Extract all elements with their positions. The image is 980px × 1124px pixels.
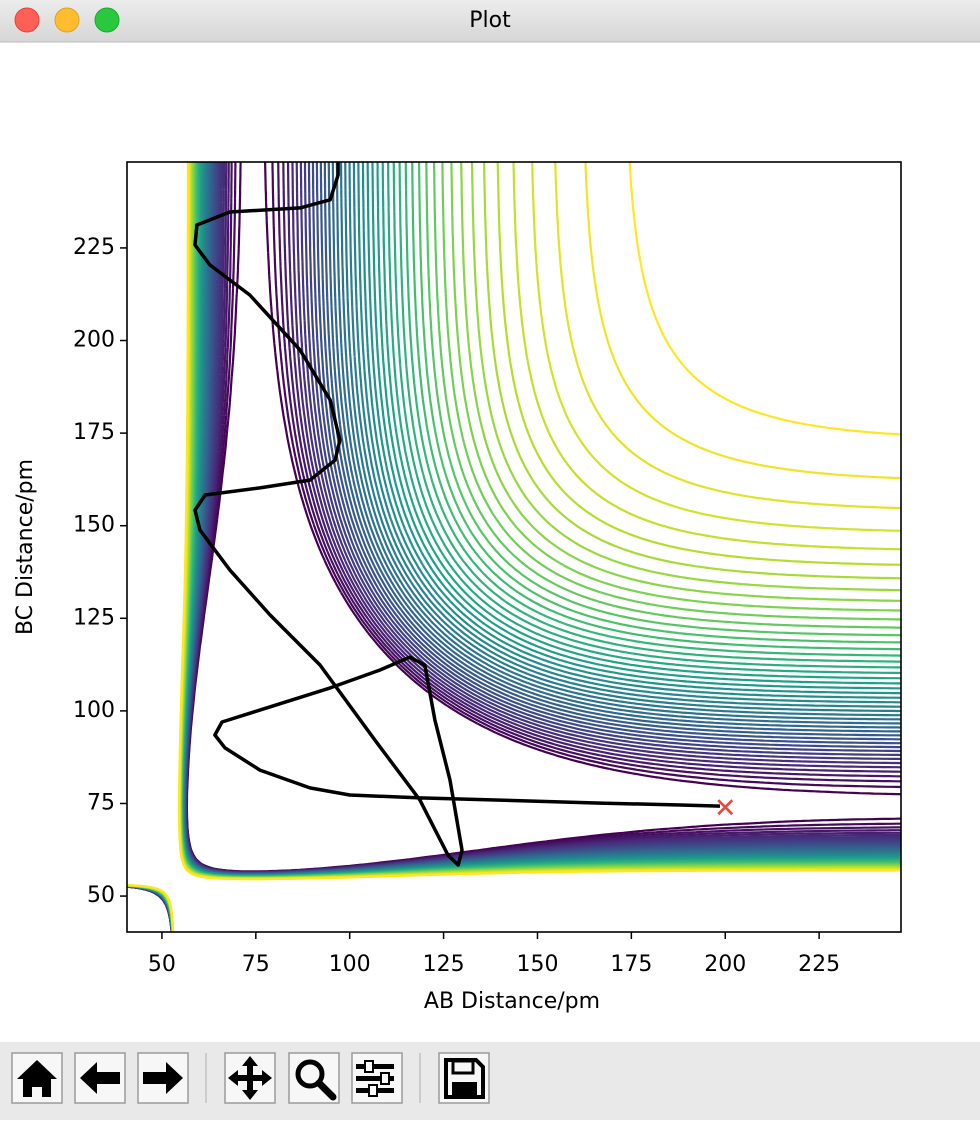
contour-line xyxy=(127,162,901,932)
x-tick-label: 50 xyxy=(148,952,176,977)
contour-line xyxy=(127,162,901,932)
y-tick-label: 125 xyxy=(73,605,115,630)
minimize-button[interactable] xyxy=(54,7,80,33)
x-tick-label: 150 xyxy=(516,952,558,977)
save-icon-plate xyxy=(452,1082,477,1095)
contour-line xyxy=(127,162,901,932)
contour-line xyxy=(127,162,901,932)
contour-line xyxy=(127,162,901,932)
slider-knob xyxy=(364,1060,374,1073)
contour-line xyxy=(127,162,901,932)
contour-line xyxy=(127,162,901,932)
y-tick-label: 100 xyxy=(73,698,115,723)
configure-icon xyxy=(356,1064,394,1093)
contour-line xyxy=(127,162,901,932)
window-title: Plot xyxy=(469,8,511,33)
contour-line xyxy=(127,162,901,932)
contour-line xyxy=(127,162,901,932)
contour-line xyxy=(127,162,901,932)
y-tick-label: 175 xyxy=(73,420,115,445)
contour-line xyxy=(127,162,901,932)
end-point-marker xyxy=(717,799,734,816)
contour-line xyxy=(127,162,901,932)
title-bar xyxy=(0,0,980,42)
zoom-button[interactable] xyxy=(94,7,120,33)
x-tick-label: 175 xyxy=(610,952,652,977)
contour-line xyxy=(127,162,901,932)
contour-line xyxy=(127,162,901,932)
contour-line xyxy=(127,162,901,932)
contour-line xyxy=(127,162,901,932)
contour-line xyxy=(127,162,901,932)
x-tick-label: 125 xyxy=(423,952,465,977)
contour-line xyxy=(127,162,901,932)
contour-line xyxy=(127,162,901,932)
contour-line xyxy=(127,162,901,932)
slider-knob xyxy=(368,1084,378,1097)
contour-line xyxy=(127,162,901,932)
home-icon xyxy=(17,1060,57,1097)
plot-frame xyxy=(126,161,902,933)
contour-line xyxy=(127,162,901,932)
x-tick-label: 100 xyxy=(329,952,371,977)
forward-icon xyxy=(143,1062,183,1094)
y-tick-label: 75 xyxy=(87,790,115,815)
contour-line xyxy=(127,162,901,932)
close-button[interactable] xyxy=(14,7,40,33)
contour-line xyxy=(127,162,901,932)
contour-line xyxy=(127,162,901,932)
trajectory-line xyxy=(193,162,721,867)
save-icon-label xyxy=(451,1059,475,1075)
x-tick-label: 225 xyxy=(798,952,840,977)
contour-line xyxy=(127,162,901,932)
x-axis-label: AB Distance/pm xyxy=(424,989,600,1014)
x-tick-label: 200 xyxy=(704,952,746,977)
contour-line xyxy=(127,162,901,932)
y-tick-label: 50 xyxy=(87,883,115,908)
contour-line xyxy=(127,162,901,932)
contour-line xyxy=(127,162,901,932)
contour-line xyxy=(127,162,901,932)
slider-knob xyxy=(380,1072,390,1085)
contour-line xyxy=(127,162,901,932)
back-icon xyxy=(80,1062,120,1094)
contour-line xyxy=(127,162,901,932)
contour-line xyxy=(127,162,901,932)
zoom-icon-handle xyxy=(315,1079,337,1101)
y-tick-label: 150 xyxy=(73,513,115,538)
contour-line xyxy=(127,162,901,932)
contour-line xyxy=(127,162,901,932)
contour-line xyxy=(127,162,901,932)
contour-line xyxy=(127,162,901,932)
contour-line xyxy=(127,162,901,932)
contour-set xyxy=(127,162,901,932)
x-tick-label: 75 xyxy=(242,952,270,977)
contour-line xyxy=(127,162,901,932)
zoom-icon xyxy=(295,1059,325,1089)
y-axis-label: BC Distance/pm xyxy=(13,459,38,635)
contour-line xyxy=(127,162,901,932)
contour-line xyxy=(127,162,901,932)
contour-line xyxy=(127,162,901,932)
pan-icon xyxy=(228,1056,272,1100)
contour-line xyxy=(127,162,901,932)
y-tick-label: 200 xyxy=(73,328,115,353)
contour-line xyxy=(127,162,901,932)
contour-line xyxy=(127,162,901,932)
y-tick-label: 225 xyxy=(73,235,115,260)
